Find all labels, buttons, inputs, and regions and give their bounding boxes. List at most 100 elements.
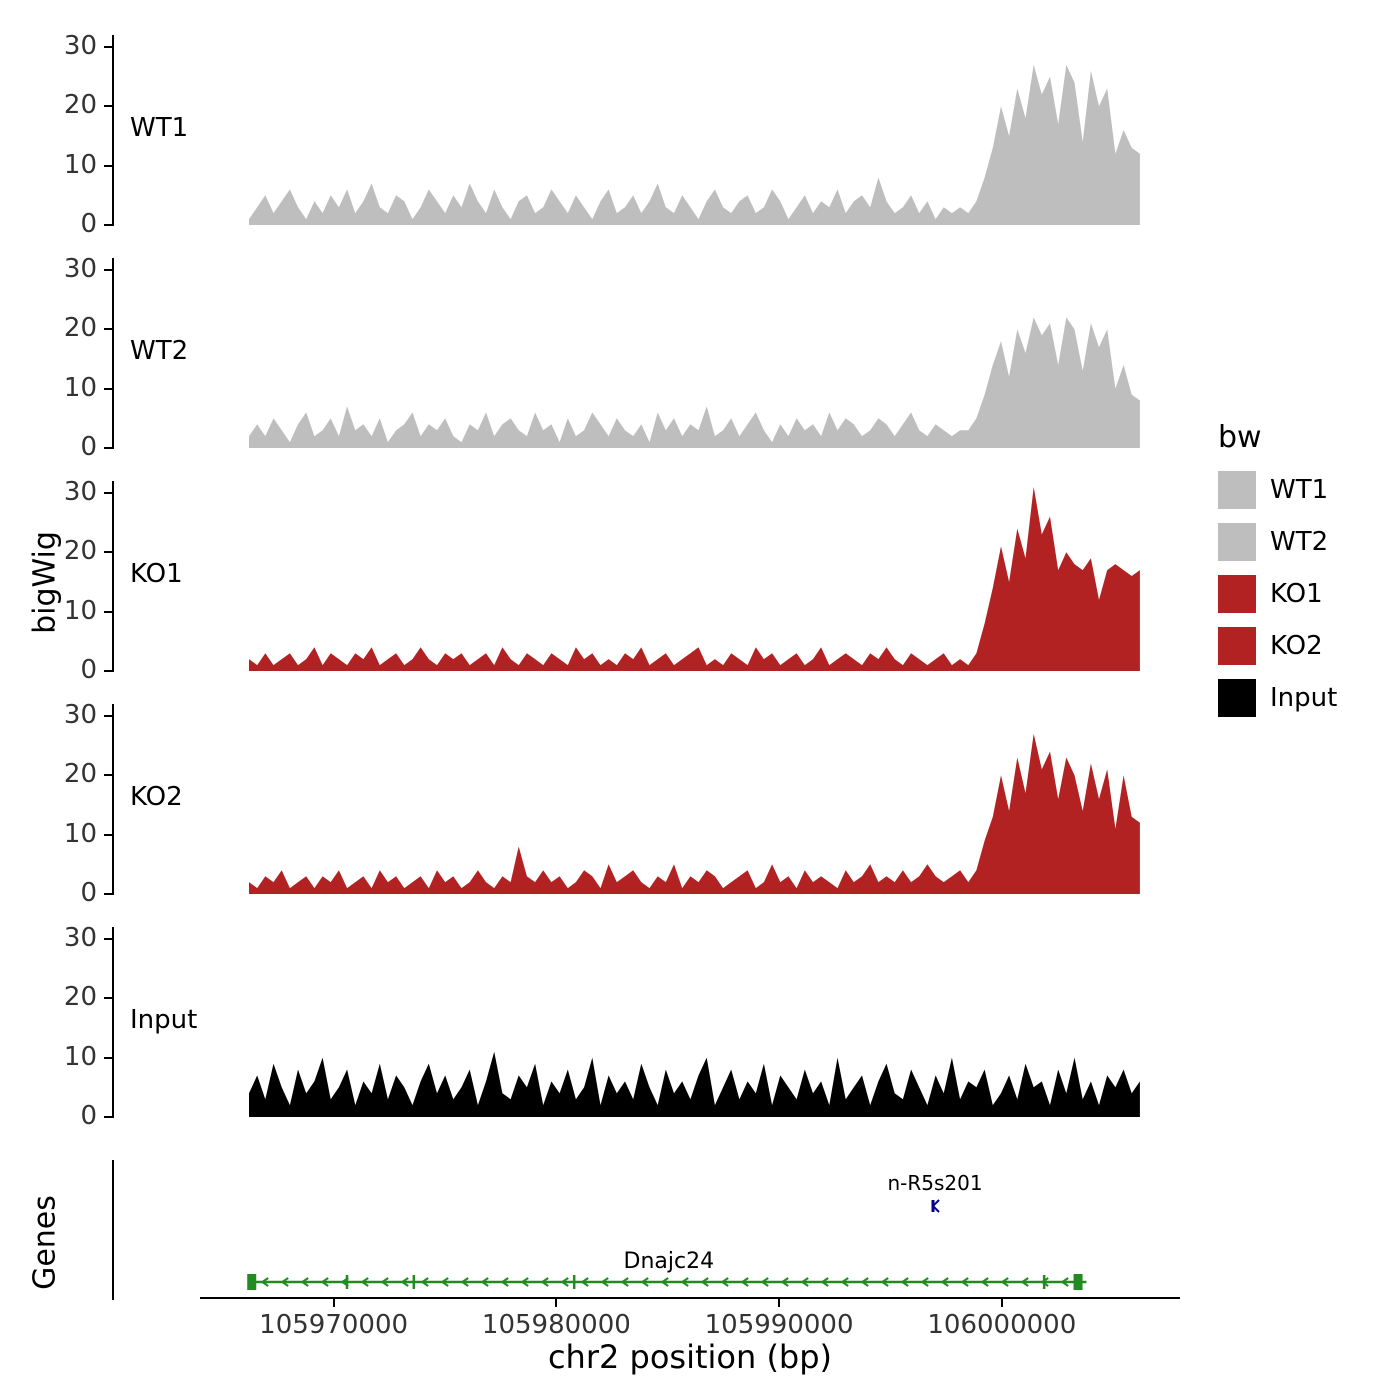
legend-item-ko1: KO1: [1218, 575, 1337, 613]
y-axis-line: [112, 927, 114, 1118]
strand-arrow-icon: [400, 1277, 409, 1287]
strand-arrow-icon: [960, 1277, 969, 1287]
y-tick-mark: [104, 997, 112, 1000]
gene-exon-box: [247, 1274, 257, 1290]
y-tick-mark: [104, 224, 112, 226]
strand-arrow-icon: [700, 1277, 709, 1287]
genes-axis-line: [112, 1160, 114, 1300]
strand-arrow-icon: [620, 1277, 629, 1287]
y-axis-title: bigWig: [27, 531, 63, 634]
coverage-area-wt1: [249, 64, 1140, 225]
legend-item-wt1: WT1: [1218, 471, 1337, 509]
track-label-wt1: WT1: [130, 113, 189, 143]
strand-arrow-icon: [540, 1277, 549, 1287]
y-tick-mark: [104, 610, 112, 613]
legend-swatch: [1218, 679, 1256, 717]
y-tick-mark: [104, 387, 112, 390]
y-tick-label: 20: [63, 313, 97, 344]
strand-arrow-icon: [740, 1277, 749, 1287]
strand-arrow-icon: [920, 1277, 929, 1287]
strand-arrow-icon: [780, 1277, 789, 1287]
coverage-area-ko1: [249, 486, 1140, 671]
legend: bw WT1 WT2 KO1 KO2 Input: [1218, 420, 1337, 731]
legend-title: bw: [1218, 420, 1262, 455]
coverage-area-ko2: [249, 733, 1140, 894]
y-tick-mark: [104, 45, 112, 48]
legend-label: KO1: [1270, 579, 1323, 609]
track-label-input: Input: [130, 1005, 198, 1035]
y-tick-mark: [104, 447, 112, 449]
y-tick-mark: [104, 164, 112, 167]
legend-items: WT1 WT2 KO1 KO2 Input: [1218, 471, 1337, 731]
strand-arrow-icon: [580, 1277, 589, 1287]
strand-arrow-icon: [640, 1277, 649, 1287]
track-label-ko2: KO2: [130, 782, 183, 812]
legend-label: WT2: [1270, 527, 1329, 557]
y-tick-label: 10: [63, 595, 97, 626]
strand-arrow-icon: [860, 1277, 869, 1287]
x-tick-label: 106000000: [927, 1310, 1077, 1340]
strand-arrow-icon: [940, 1277, 949, 1287]
x-tick-mark: [332, 1299, 335, 1307]
strand-arrow-icon: [800, 1277, 809, 1287]
strand-arrow-icon: [1020, 1277, 1029, 1287]
y-tick-label: 10: [63, 149, 97, 180]
strand-arrow-icon: [880, 1277, 889, 1287]
small-gene-label: n-R5s201: [887, 1171, 982, 1195]
legend-swatch: [1218, 471, 1256, 509]
strand-arrow-icon: [720, 1277, 729, 1287]
x-tick-label: 105970000: [259, 1310, 409, 1340]
y-tick-mark: [104, 893, 112, 895]
y-tick-label: 20: [63, 759, 97, 790]
strand-arrow-icon: [600, 1277, 609, 1287]
strand-arrow-icon: [560, 1277, 569, 1287]
y-tick-mark: [104, 774, 112, 777]
legend-swatch: [1218, 523, 1256, 561]
y-tick-mark: [104, 105, 112, 108]
y-tick-mark: [104, 551, 112, 554]
x-tick-label: 105980000: [481, 1310, 631, 1340]
legend-item-ko2: KO2: [1218, 627, 1337, 665]
strand-arrow-icon: [500, 1277, 509, 1287]
y-tick-label: 0: [80, 209, 97, 239]
track-label-wt2: WT2: [130, 336, 189, 366]
legend-swatch: [1218, 627, 1256, 665]
y-tick-label: 0: [80, 655, 97, 685]
strand-arrow-icon: [520, 1277, 529, 1287]
y-tick-mark: [104, 328, 112, 331]
strand-arrow-icon: [420, 1277, 429, 1287]
y-tick-mark: [104, 491, 112, 494]
y-axis-line: [112, 481, 114, 672]
x-tick-mark: [555, 1299, 558, 1307]
genes-panel-title: Genes: [27, 1195, 63, 1290]
track-label-ko1: KO1: [130, 559, 183, 589]
y-tick-mark: [104, 714, 112, 717]
coverage-area-wt2: [249, 317, 1140, 448]
strand-arrow-icon: [460, 1277, 469, 1287]
y-tick-label: 30: [63, 30, 97, 61]
strand-arrow-icon: [440, 1277, 449, 1287]
strand-arrow-icon: [840, 1277, 849, 1287]
y-tick-mark: [104, 268, 112, 271]
legend-item-input: Input: [1218, 679, 1337, 717]
legend-label: KO2: [1270, 631, 1323, 661]
y-tick-mark: [104, 1056, 112, 1059]
y-tick-label: 20: [63, 90, 97, 121]
y-tick-mark: [104, 1116, 112, 1118]
y-axis-line: [112, 704, 114, 895]
strand-arrow-icon: [1060, 1277, 1069, 1287]
gene-label: Dnajc24: [624, 1249, 715, 1274]
y-axis-line: [112, 35, 114, 226]
y-axis-line: [112, 258, 114, 449]
legend-label: WT1: [1270, 475, 1329, 505]
strand-arrow-icon: [760, 1277, 769, 1287]
strand-arrow-icon: [980, 1277, 989, 1287]
strand-arrow-icon: [380, 1277, 389, 1287]
gene-exon-box: [1073, 1274, 1083, 1290]
legend-swatch: [1218, 575, 1256, 613]
legend-label: Input: [1270, 683, 1338, 713]
coverage-area-input: [249, 1051, 1140, 1117]
y-tick-label: 20: [63, 982, 97, 1013]
y-tick-mark: [104, 937, 112, 940]
